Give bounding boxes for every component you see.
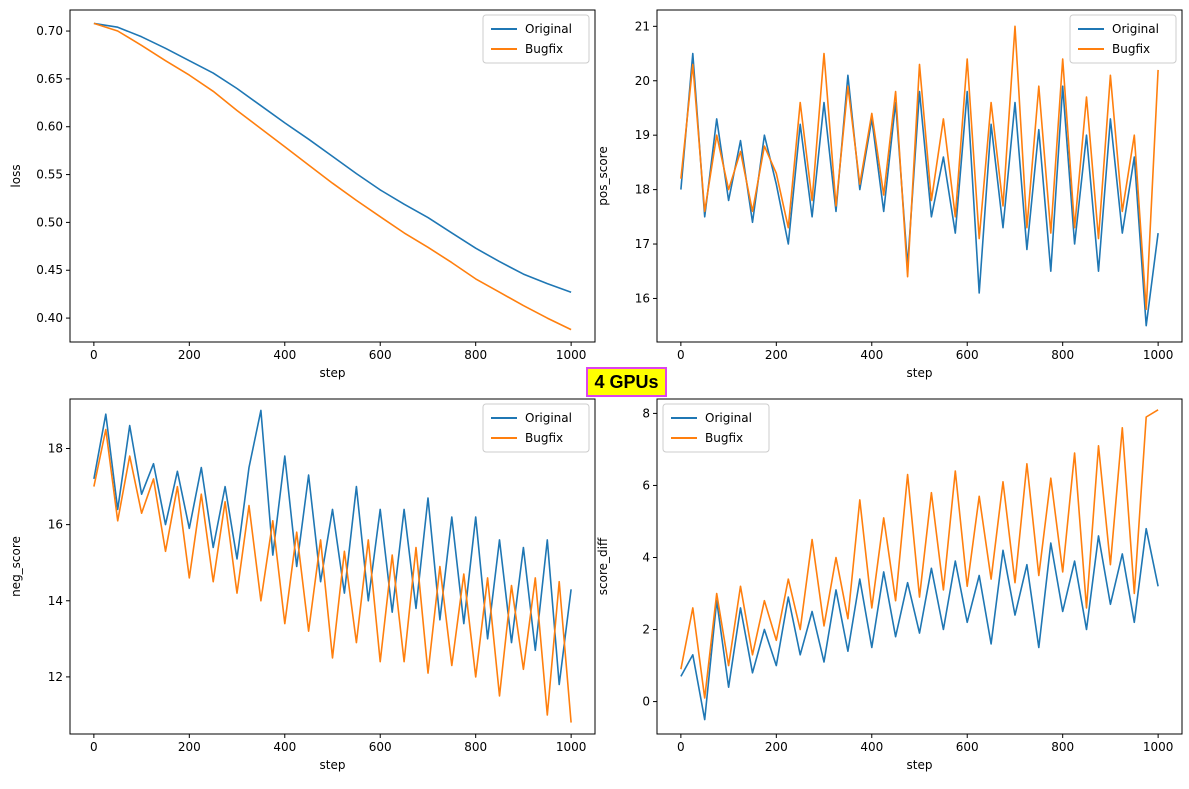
loss-y-tick-label: 0.55 <box>36 168 63 182</box>
pos-score-legend-box <box>1069 14 1177 64</box>
score-diff-legend-box <box>662 403 770 453</box>
neg-score-x-tick-label: 800 <box>464 740 487 754</box>
pos-score-legend-label-bugfix: Bugfix <box>1112 42 1150 56</box>
loss-axes-frame <box>69 9 596 343</box>
neg-score-y-tick-label: 16 <box>48 518 63 532</box>
score-diff-y-tick-label: 0 <box>642 695 650 709</box>
loss-y-tick-label: 0.70 <box>36 24 63 38</box>
score-diff-x-tick-label: 600 <box>956 740 979 754</box>
pos-score-y-tick-label: 20 <box>635 74 650 88</box>
subplot-neg-score: 0 200 400 600 800 1000 12 14 16 18 step neg_score Or… <box>9 398 596 772</box>
score-diff-y-tick-label: 4 <box>642 550 650 564</box>
pos-score-x-tick-label: 800 <box>1051 348 1074 362</box>
loss-x-tick-label: 400 <box>273 348 296 362</box>
score-diff-y-tick-label: 6 <box>642 478 650 492</box>
neg-score-x-tick-label: 1000 <box>556 740 587 754</box>
score-diff-axes-frame <box>656 398 1183 735</box>
loss-x-tick-label: 200 <box>178 348 201 362</box>
loss-x-tick-label: 0 <box>90 348 98 362</box>
loss-x-tick-label: 600 <box>369 348 392 362</box>
loss-y-tick-label: 0.65 <box>36 72 63 86</box>
loss-y-tick-label: 0.50 <box>36 215 63 229</box>
neg-score-y-axis-label: neg_score <box>9 536 23 597</box>
score-diff-series-bugfix-line <box>680 409 1159 699</box>
pos-score-y-tick-label: 16 <box>635 291 650 305</box>
score-diff-x-tick-label: 200 <box>765 740 788 754</box>
loss-series-original-line <box>93 22 572 293</box>
pos-score-y-tick-label: 17 <box>635 237 650 251</box>
pos-score-y-tick-label: 21 <box>635 19 650 33</box>
neg-score-axes-frame <box>69 398 596 735</box>
neg-score-x-axis-label: step <box>320 758 346 772</box>
pos-score-series-bugfix-line <box>680 25 1159 311</box>
loss-legend-label-bugfix: Bugfix <box>525 42 563 56</box>
neg-score-series-bugfix-line <box>93 428 572 723</box>
score-diff-y-tick-label: 8 <box>642 406 650 420</box>
subplot-loss: 0 200 400 600 800 1000 0.40 0.45 0.50 0.55 0.60 0.6… <box>9 9 596 380</box>
neg-score-legend-box <box>482 403 590 453</box>
score-diff-x-axis-label: step <box>907 758 933 772</box>
loss-y-tick-label: 0.60 <box>36 120 63 134</box>
pos-score-axes-frame <box>656 9 1183 343</box>
loss-x-tick-label: 1000 <box>556 348 587 362</box>
loss-legend-box <box>482 14 590 64</box>
neg-score-x-tick-label: 600 <box>369 740 392 754</box>
pos-score-series-original-line <box>680 52 1159 327</box>
pos-score-x-tick-label: 200 <box>765 348 788 362</box>
pos-score-y-tick-label: 18 <box>635 183 650 197</box>
neg-score-y-tick-label: 18 <box>48 441 63 455</box>
score-diff-x-tick-label: 800 <box>1051 740 1074 754</box>
pos-score-x-tick-label: 600 <box>956 348 979 362</box>
score-diff-y-tick-label: 2 <box>642 623 650 637</box>
pos-score-x-tick-label: 0 <box>677 348 685 362</box>
loss-y-tick-label: 0.40 <box>36 311 63 325</box>
neg-score-legend-label-bugfix: Bugfix <box>525 431 563 445</box>
score-diff-series-original-line <box>680 527 1159 721</box>
neg-score-series-original-line <box>93 409 572 686</box>
pos-score-x-tick-label: 400 <box>860 348 883 362</box>
neg-score-legend-label-original: Original <box>525 411 572 425</box>
score-diff-x-tick-label: 1000 <box>1143 740 1174 754</box>
loss-series-bugfix-line <box>93 22 572 331</box>
pos-score-legend: Original Bugfix <box>1069 14 1177 64</box>
pos-score-x-axis-label: step <box>907 366 933 380</box>
loss-x-tick-label: 800 <box>464 348 487 362</box>
subplot-pos-score: 0 200 400 600 800 1000 16 17 18 19 20 21 step pos_sco… <box>596 9 1183 380</box>
score-diff-legend-label-original: Original <box>705 411 752 425</box>
score-diff-x-tick-label: 400 <box>860 740 883 754</box>
loss-y-tick-label: 0.45 <box>36 263 63 277</box>
loss-x-axis-label: step <box>320 366 346 380</box>
pos-score-y-tick-label: 19 <box>635 128 650 142</box>
neg-score-y-tick-label: 12 <box>48 670 63 684</box>
neg-score-x-tick-label: 0 <box>90 740 98 754</box>
score-diff-y-axis-label: score_diff <box>596 537 610 595</box>
neg-score-y-tick-label: 14 <box>48 594 63 608</box>
neg-score-x-tick-label: 400 <box>273 740 296 754</box>
score-diff-x-tick-label: 0 <box>677 740 685 754</box>
score-diff-legend-label-bugfix: Bugfix <box>705 431 743 445</box>
score-diff-legend: Original Bugfix <box>662 403 770 453</box>
subplot-score-diff: 0 200 400 600 800 1000 0 2 4 6 8 step score_diff Orig… <box>596 398 1183 772</box>
neg-score-x-tick-label: 200 <box>178 740 201 754</box>
neg-score-legend: Original Bugfix <box>482 403 590 453</box>
gpu-count-badge: 4 GPUs <box>586 367 667 397</box>
pos-score-y-axis-label: pos_score <box>596 146 610 205</box>
loss-legend-label-original: Original <box>525 22 572 36</box>
loss-legend: Original Bugfix <box>482 14 590 64</box>
pos-score-legend-label-original: Original <box>1112 22 1159 36</box>
loss-y-axis-label: loss <box>9 164 23 187</box>
pos-score-x-tick-label: 1000 <box>1143 348 1174 362</box>
